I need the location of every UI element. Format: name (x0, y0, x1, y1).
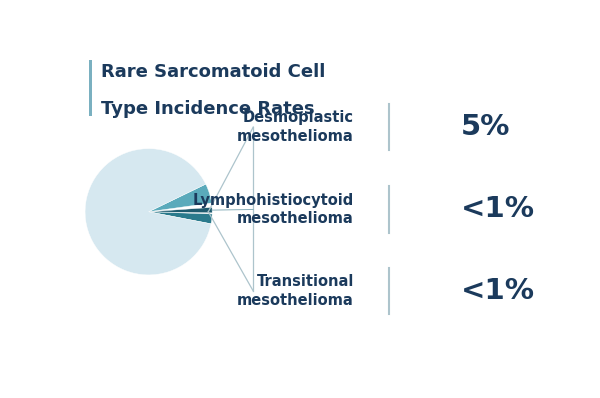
Text: 5%: 5% (461, 113, 511, 141)
Text: <1%: <1% (461, 195, 535, 223)
Wedge shape (149, 207, 212, 213)
Text: Rare Sarcomatoid Cell: Rare Sarcomatoid Cell (101, 63, 325, 81)
Text: Type Incidence Rates: Type Incidence Rates (101, 100, 314, 118)
Wedge shape (149, 212, 212, 224)
Text: <1%: <1% (461, 277, 535, 305)
Wedge shape (85, 148, 211, 275)
Text: Desmoplastic
mesothelioma: Desmoplastic mesothelioma (237, 110, 354, 144)
Text: Transitional
mesothelioma: Transitional mesothelioma (237, 274, 354, 308)
FancyBboxPatch shape (89, 60, 92, 115)
Text: Lymphohistiocytoid
mesothelioma: Lymphohistiocytoid mesothelioma (193, 193, 354, 226)
Wedge shape (149, 184, 212, 212)
